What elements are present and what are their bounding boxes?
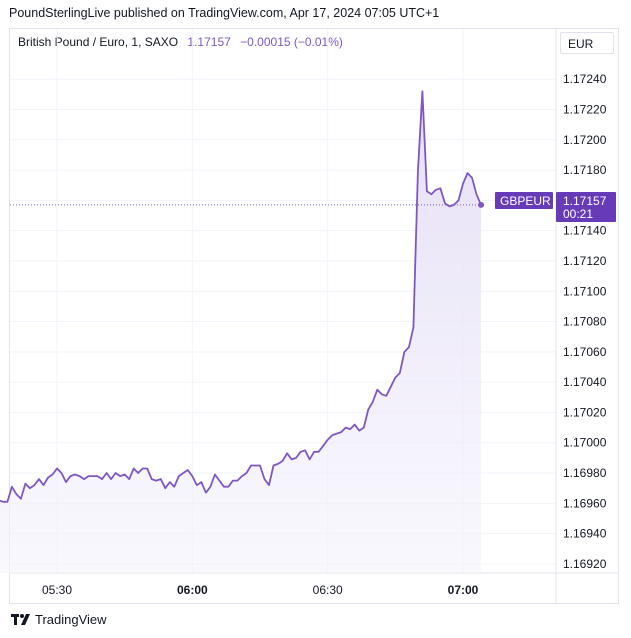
chart-legend: British Pound / Euro, 1, SAXO 1.17157 −0… bbox=[18, 35, 343, 49]
y-tick-label: 1.17040 bbox=[563, 375, 607, 389]
tradingview-logo-icon bbox=[11, 613, 30, 625]
y-tick-label: 1.17100 bbox=[563, 284, 607, 298]
x-tick-label: 07:00 bbox=[448, 583, 479, 597]
y-tick-label: 1.16960 bbox=[563, 496, 607, 510]
price-line bbox=[0, 90, 482, 503]
footer-brand: TradingView bbox=[35, 612, 107, 627]
x-tick-label: 06:00 bbox=[177, 583, 208, 597]
price-label: 1.17157 bbox=[563, 194, 607, 208]
footer: TradingView bbox=[11, 612, 107, 627]
y-tick-label: 1.17060 bbox=[563, 345, 607, 359]
countdown-label: 00:21 bbox=[563, 207, 593, 221]
y-tick-label: 1.16920 bbox=[563, 557, 607, 571]
y-tick-label: 1.17000 bbox=[563, 436, 607, 450]
chart-frame bbox=[9, 28, 619, 604]
y-tick-label: 1.17240 bbox=[563, 72, 607, 86]
y-tick-label: 1.17120 bbox=[563, 254, 607, 268]
publisher-header: PoundSterlingLive published on TradingVi… bbox=[9, 6, 440, 20]
x-tick-label: 06:30 bbox=[313, 583, 343, 597]
price-label-bg bbox=[556, 192, 616, 222]
price-area-fill bbox=[0, 91, 481, 573]
legend-symbol: British Pound / Euro, 1, SAXO bbox=[18, 35, 179, 49]
price-axis[interactable]: 1.16920 1.16940 1.16960 1.16980 1.17000 1.170… bbox=[563, 72, 607, 571]
y-tick-label: 1.17180 bbox=[563, 163, 607, 177]
price-labels: GBPEUR 1.17157 00:21 bbox=[495, 192, 616, 222]
legend-last-price: 1.17157 bbox=[187, 35, 231, 49]
last-price-dot bbox=[478, 201, 485, 208]
y-tick-label: 1.17080 bbox=[563, 315, 607, 329]
time-axis[interactable]: 05:30 06:00 06:30 07:00 bbox=[42, 583, 479, 597]
legend-change: −0.00015 (−0.01%) bbox=[240, 35, 343, 49]
ticker-label: GBPEUR bbox=[500, 194, 551, 208]
y-tick-label: 1.17200 bbox=[563, 133, 607, 147]
y-tick-label: 1.17020 bbox=[563, 405, 607, 419]
y-tick-label: 1.16940 bbox=[563, 527, 607, 541]
currency-button[interactable]: EUR bbox=[560, 32, 614, 54]
x-tick-label: 05:30 bbox=[42, 583, 72, 597]
y-tick-label: 1.16980 bbox=[563, 466, 607, 480]
y-tick-label: 1.17220 bbox=[563, 103, 607, 117]
ticker-label-bg bbox=[495, 192, 553, 209]
y-tick-label: 1.17140 bbox=[563, 224, 607, 238]
